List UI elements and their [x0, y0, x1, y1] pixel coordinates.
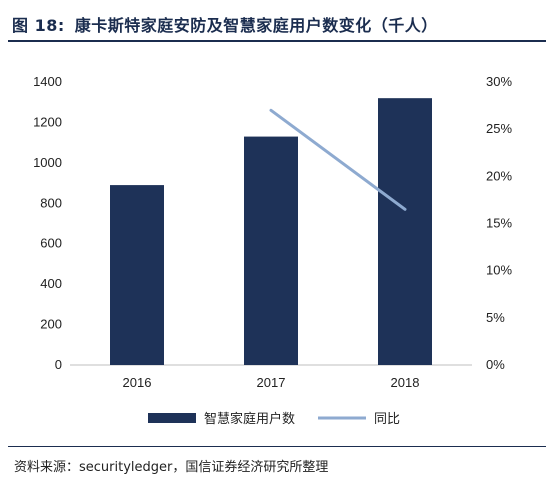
bar	[244, 136, 298, 365]
figure-label: 图 18:	[12, 16, 65, 35]
source-note: 资料来源：securityledger，国信证券经济研究所整理	[14, 456, 328, 475]
y-left-tick-label: 1200	[33, 114, 62, 129]
source-body: securityledger，国信证券经济研究所整理	[79, 460, 329, 475]
chart-title: 图 18: 康卡斯特家庭安防及智慧家庭用户数变化（千人）	[12, 12, 438, 36]
y-left-tick-label: 1400	[33, 74, 62, 89]
y-right-tick-label: 15%	[486, 216, 512, 231]
y-left-tick-label: 400	[40, 276, 62, 291]
legend-label-bar: 智慧家庭用户数	[204, 411, 295, 427]
y-right-tick-label: 5%	[486, 310, 505, 325]
y-left-tick-label: 0	[55, 357, 62, 372]
x-tick-label: 2017	[257, 375, 286, 390]
y-right-tick-label: 30%	[486, 74, 512, 89]
yoy-line	[269, 108, 407, 211]
title-main: 康卡斯特家庭安防及智慧家庭用户数变化（千人）	[74, 16, 438, 35]
y-right-tick-label: 25%	[486, 121, 512, 136]
y-left-tick-label: 200	[40, 317, 62, 332]
y-left-tick-label: 1000	[33, 155, 62, 170]
title-bar: 图 18: 康卡斯特家庭安防及智慧家庭用户数变化（千人）	[8, 6, 546, 42]
y-left-tick-label: 600	[40, 236, 62, 251]
source-label: 资料来源：	[14, 460, 80, 475]
y-right-tick-label: 10%	[486, 263, 512, 278]
x-tick-label: 2018	[391, 375, 420, 390]
y-left-tick-label: 800	[40, 195, 62, 210]
source-divider	[8, 446, 546, 447]
chart-svg: 0 200 400 600 800 1000 1200 1400 0% 5% 10% 15% 20% 25…	[33, 74, 512, 427]
bar	[110, 185, 164, 365]
legend-swatch-bar	[148, 413, 196, 423]
bar	[378, 98, 432, 366]
legend-label-line: 同比	[374, 412, 400, 427]
y-right-tick-label: 0%	[486, 357, 505, 372]
y-right-tick-label: 20%	[486, 168, 512, 183]
x-tick-label: 2016	[123, 375, 152, 390]
